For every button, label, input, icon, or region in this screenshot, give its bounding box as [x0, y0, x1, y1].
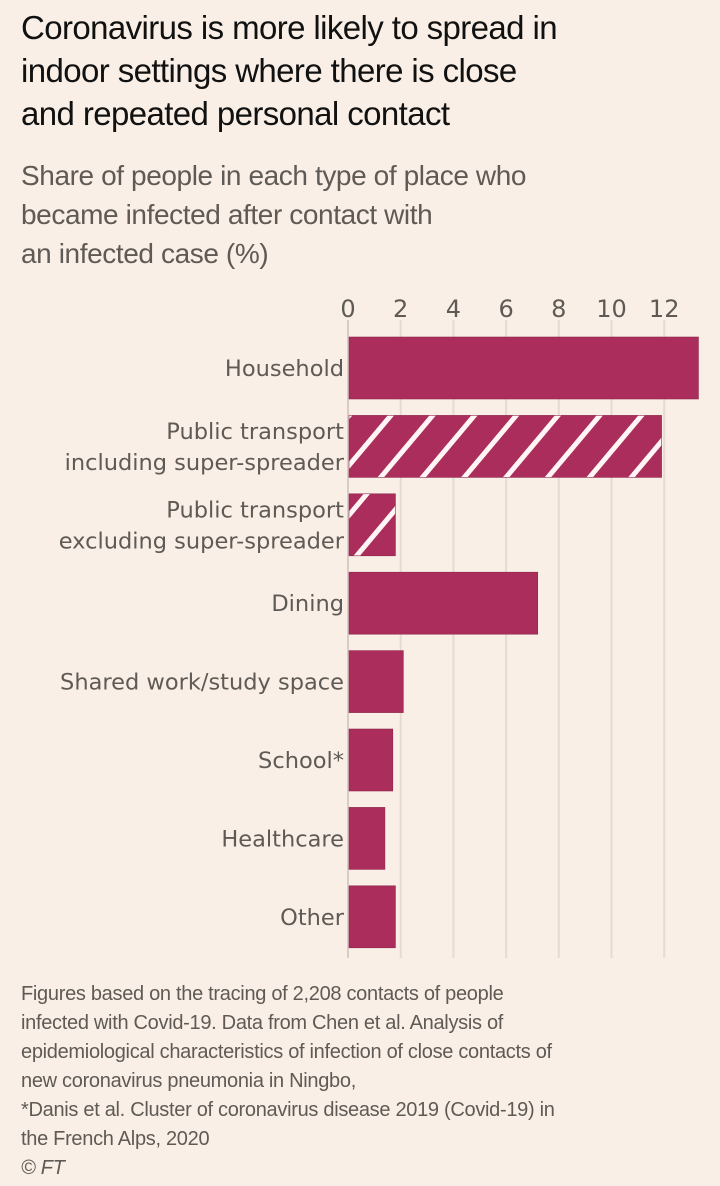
source-note: Figures based on the tracing of 2,208 co… — [21, 980, 711, 1183]
category-label: Public transport — [166, 497, 344, 523]
category-label: Household — [225, 356, 344, 382]
source-line: new coronavirus pneumonia in Ningbo, — [21, 1070, 356, 1092]
subtitle-line: an infected case (%) — [21, 238, 269, 269]
copyright: © FT — [21, 1157, 65, 1179]
category-label: Healthcare — [221, 826, 344, 852]
source-line: *Danis et al. Cluster of coronavirus dis… — [21, 1099, 555, 1121]
title-line: Coronavirus is more likely to spread in — [21, 9, 558, 46]
title-line: and repeated personal contact — [21, 95, 450, 132]
bar — [348, 571, 539, 635]
title-line: indoor settings where there is close — [21, 52, 517, 89]
x-tick-label: 8 — [551, 295, 566, 323]
bar — [348, 336, 699, 400]
subtitle-line: Share of people in each type of place wh… — [21, 160, 527, 191]
x-tick-label: 12 — [649, 295, 680, 323]
subtitle-line: became infected after contact with — [21, 199, 433, 230]
x-tick-label: 4 — [446, 295, 461, 323]
x-axis-ticks: 0 2 4 6 8 10 12 — [340, 295, 679, 323]
category-label: including super-spreader — [65, 450, 345, 476]
bar — [348, 415, 662, 478]
x-tick-label: 0 — [340, 295, 355, 323]
category-label: excluding super-spreader — [59, 528, 345, 554]
bar — [348, 493, 396, 557]
source-line: Figures based on the tracing of 2,208 co… — [21, 983, 504, 1005]
source-line: infected with Covid-19. Data from Chen e… — [21, 1012, 504, 1034]
source-line: epidemiological characteristics of infec… — [21, 1041, 552, 1063]
bars — [348, 336, 699, 949]
category-labels: Household Public transport including super… — [59, 356, 345, 931]
chart-title: Coronavirus is more likely to spread in … — [21, 6, 711, 135]
x-tick-label: 6 — [498, 295, 513, 323]
bar — [348, 728, 394, 792]
x-tick-label: 2 — [393, 295, 408, 323]
bar — [348, 885, 396, 949]
category-label: Public transport — [166, 419, 344, 445]
chart-subtitle: Share of people in each type of place wh… — [21, 156, 711, 273]
bar-chart: 0 2 4 6 8 10 12 Household Public transport inclu… — [59, 295, 699, 958]
category-label: Dining — [271, 591, 344, 617]
bar — [348, 650, 404, 713]
category-label: Shared work/study space — [60, 670, 344, 696]
category-label: Other — [280, 905, 345, 931]
source-line: the French Alps, 2020 — [21, 1128, 210, 1150]
bar — [348, 807, 386, 870]
category-label: School* — [258, 748, 344, 774]
x-tick-label: 10 — [596, 295, 627, 323]
